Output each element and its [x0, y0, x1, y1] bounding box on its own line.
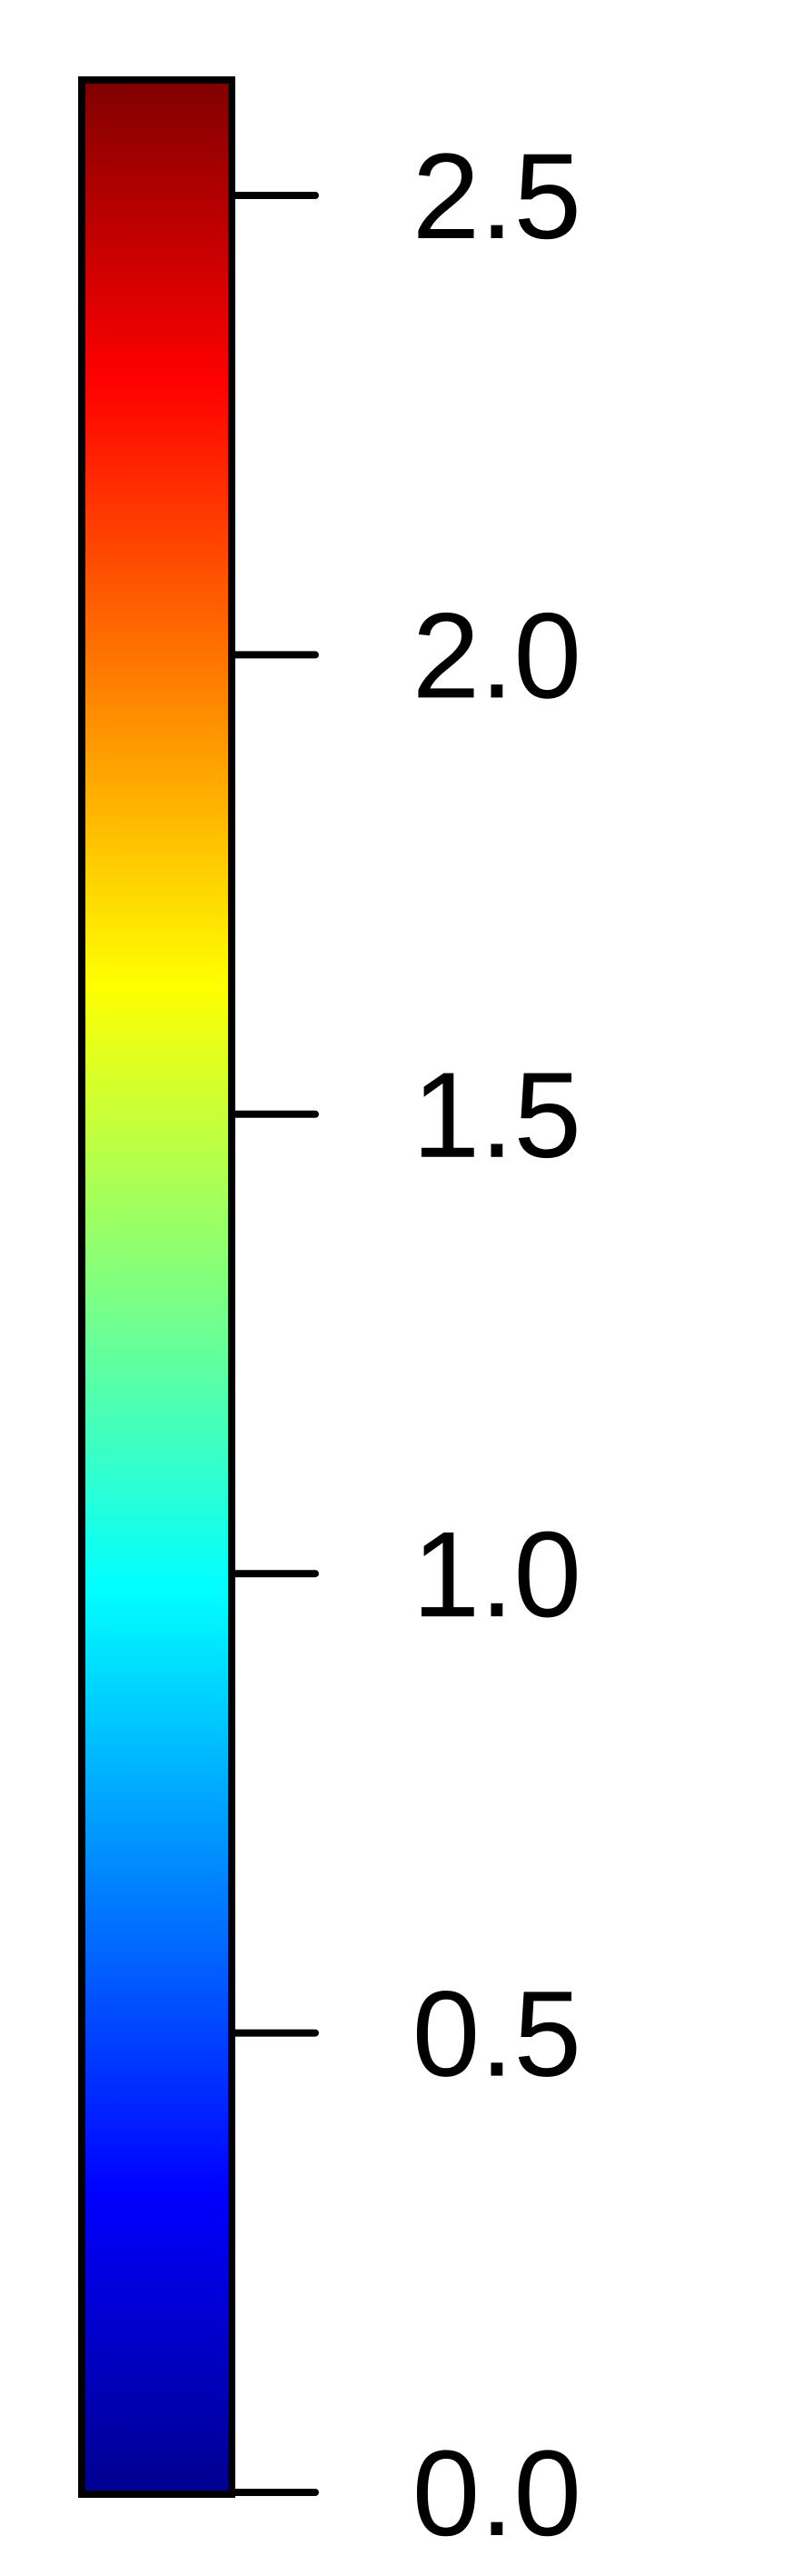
colorbar-ticks: 0.0 0.5 1.0 1.5 2.0 2.5	[228, 129, 581, 2561]
colorbar-gradient	[78, 76, 235, 2498]
tick-label: 1.5	[412, 1048, 581, 1183]
tick-label: 0.5	[412, 1967, 581, 2102]
tick-label: 1.0	[412, 1507, 581, 1642]
tick-label: 2.0	[412, 588, 581, 724]
tick-label: 2.5	[412, 129, 581, 265]
tick-label: 0.0	[412, 2426, 581, 2561]
